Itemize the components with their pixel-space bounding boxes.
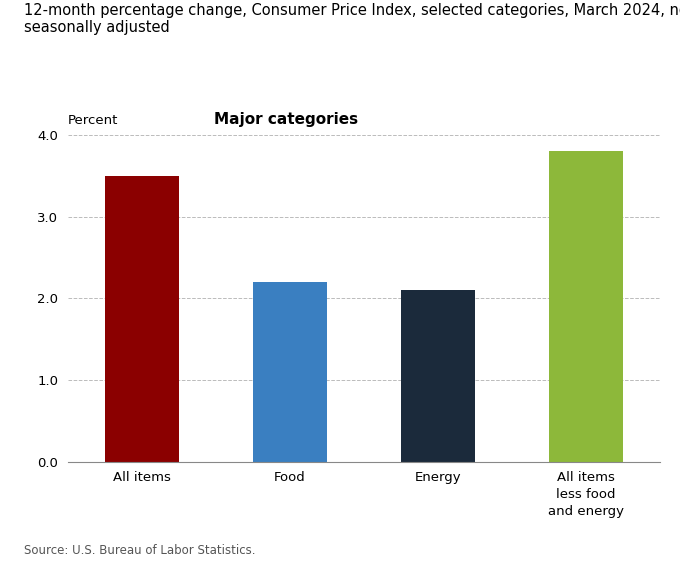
Bar bbox=[549, 151, 623, 462]
Text: Major categories: Major categories bbox=[214, 111, 358, 127]
Bar bbox=[253, 282, 327, 462]
Bar bbox=[401, 291, 475, 462]
Text: Percent: Percent bbox=[68, 114, 118, 127]
Text: Source: U.S. Bureau of Labor Statistics.: Source: U.S. Bureau of Labor Statistics. bbox=[24, 544, 255, 557]
Text: 12-month percentage change, Consumer Price Index, selected categories, March 202: 12-month percentage change, Consumer Pri… bbox=[24, 3, 680, 35]
Bar bbox=[105, 176, 179, 462]
